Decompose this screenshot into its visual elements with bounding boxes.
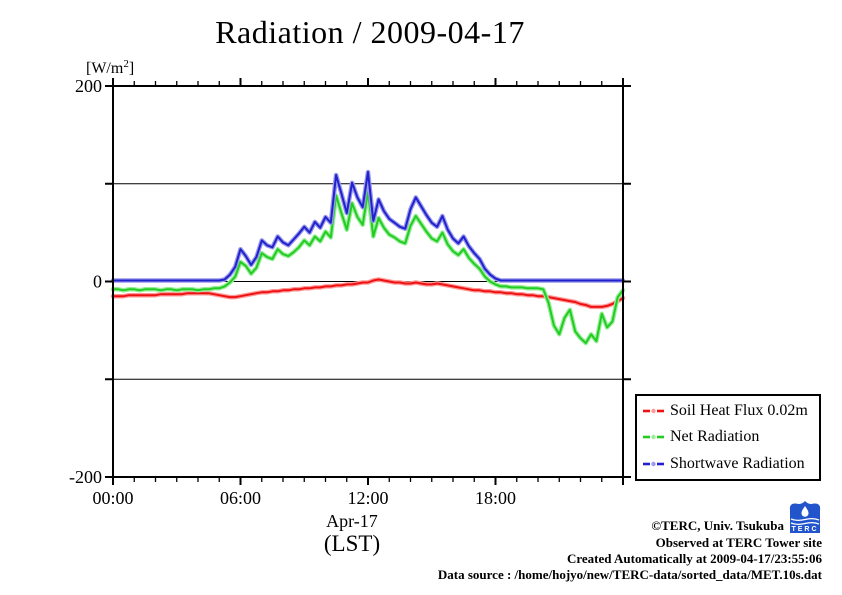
legend-marker-shortwave-radiation [643,461,664,467]
y-tick-label-200: 200 [75,76,102,96]
legend-marker-soil-heat-flux [643,408,664,414]
legend-label-shortwave-radiation: Shortwave Radiation [670,454,805,472]
terc-logo-text: TERC [791,526,818,533]
legend-item-shortwave-radiation: Shortwave Radiation [643,455,819,473]
legend-label-soil-heat-flux: Soil Heat Flux 0.02m [670,402,808,420]
y-tick-label-neg200: -200 [69,467,102,487]
y-tick-label-0: 0 [93,272,102,292]
chart-title: Radiation / 2009-04-17 [215,14,525,50]
series-line-soil-heat-flux-0-02m [112,278,624,308]
footer-created-timestamp: Created Automatically at 2009-04-17/23:5… [566,551,822,566]
footer-data-source: Data source : /home/hojyo/new/TERC-data/… [437,567,822,582]
x-tick-label-1800: 18:00 [475,488,516,508]
y-unit-pre: [W/m [86,60,124,77]
plot-border [112,85,624,478]
terc-logo-icon: TERC [789,501,821,533]
x-axis-zone-label: (LST) [324,531,380,556]
y-unit-superscript: 2 [123,58,129,70]
series-halo-net-radiation [110,189,626,346]
y-axis-unit-label: [W/m2] [86,58,134,77]
x-tick-label-1200: 12:00 [347,488,388,508]
x-tick-label-0000: 00:00 [92,488,133,508]
legend-marker-net-radiation [643,435,664,440]
footer-observed-site: Observed at TERC Tower site [655,535,822,550]
series-line-shortwave-radiation [112,171,624,282]
legend-box: Soil Heat Flux 0.02m Net Radiation Short… [635,394,821,481]
series-halo-shortwave-radiation [110,169,626,283]
footer-copyright: ©TERC, Univ. Tsukuba [651,518,784,533]
legend-item-soil-heat-flux: Soil Heat Flux 0.02m [643,402,819,420]
legend-item-net-radiation: Net Radiation [643,428,819,446]
legend-label-net-radiation: Net Radiation [670,428,760,446]
y-unit-post: ] [129,60,134,77]
x-axis-date-label: Apr-17 [326,511,378,531]
series-line-net-radiation [112,190,624,345]
x-tick-label-0600: 06:00 [220,488,261,508]
